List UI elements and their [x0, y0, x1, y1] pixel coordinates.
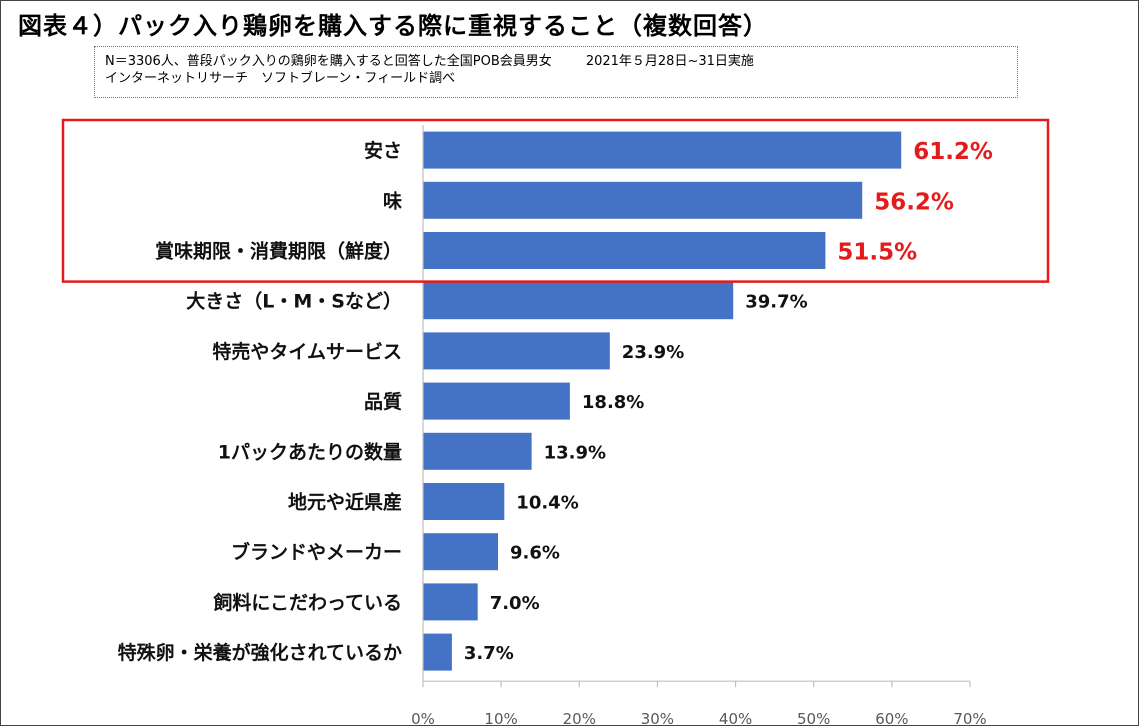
value-label-11: 3.7%: [464, 643, 514, 664]
value-label-6: 18.8%: [582, 392, 644, 413]
x-tick-label-5: 50%: [797, 710, 830, 728]
x-tick-label-2: 20%: [563, 710, 596, 728]
highlight-box: [61, 118, 1050, 283]
survey-sample-text: N＝3306人、普段パック入りの鶏卵を購入すると回答した全国POB会員男女: [105, 54, 552, 69]
survey-date-text: 2021年５月28日~31日実施: [585, 54, 754, 69]
category-label-9: ブランドやメーカー: [231, 541, 402, 564]
survey-note-box: N＝3306人、普段パック入りの鶏卵を購入すると回答した全国POB会員男女 202…: [94, 46, 1018, 98]
figure-title: 図表４）パック入り鶏卵を購入する際に重視すること（複数回答）: [18, 12, 768, 40]
bar-1: [423, 131, 902, 169]
value-label-5: 23.9%: [622, 342, 684, 363]
bar-4: [423, 282, 734, 320]
value-label-9: 9.6%: [510, 543, 560, 564]
x-tick-label-6: 60%: [875, 710, 908, 728]
bar-8: [423, 483, 505, 520]
category-label-7: 1パックあたりの数量: [218, 440, 402, 463]
x-tick-label-0: 0%: [411, 710, 435, 728]
bar-2: [423, 181, 863, 219]
bar-9: [423, 533, 498, 571]
x-tick-label-7: 70%: [953, 710, 986, 728]
value-label-7: 13.9%: [544, 442, 606, 463]
category-label-4: 大きさ（L・M・Sなど）: [186, 290, 402, 313]
bar-3: [423, 232, 826, 269]
category-label-5: 特売やタイムサービス: [212, 340, 402, 363]
value-label-8: 10.4%: [516, 493, 578, 514]
value-label-1: 61.2%: [913, 139, 993, 165]
x-tick-label-4: 40%: [719, 710, 752, 728]
category-label-8: 地元や近県産: [288, 491, 402, 514]
x-tick-label-3: 30%: [641, 710, 674, 728]
survey-note-line1: N＝3306人、普段パック入りの鶏卵を購入すると回答した全国POB会員男女 202…: [105, 53, 1007, 70]
category-label-6: 品質: [364, 390, 402, 413]
value-label-10: 7.0%: [490, 593, 540, 614]
bar-5: [423, 332, 610, 370]
category-label-11: 特殊卵・栄養が強化されているか: [118, 641, 402, 664]
bar-11: [423, 633, 452, 671]
x-tick-label-1: 10%: [484, 710, 517, 728]
category-label-2: 味: [383, 190, 402, 212]
survey-note-line2: インターネットリサーチ ソフトブレーン・フィールド調べ: [105, 71, 456, 86]
category-label-1: 安さ: [364, 139, 402, 162]
bar-10: [423, 583, 478, 621]
bar-6: [423, 382, 570, 420]
category-label-3: 賞味期限・消費期限（鮮度）: [155, 240, 402, 263]
value-label-4: 39.7%: [745, 292, 807, 313]
category-label-10: 飼料にこだわっている: [212, 591, 402, 614]
value-label-3: 51.5%: [837, 240, 917, 266]
bar-7: [423, 432, 532, 470]
value-label-2: 56.2%: [874, 189, 954, 215]
